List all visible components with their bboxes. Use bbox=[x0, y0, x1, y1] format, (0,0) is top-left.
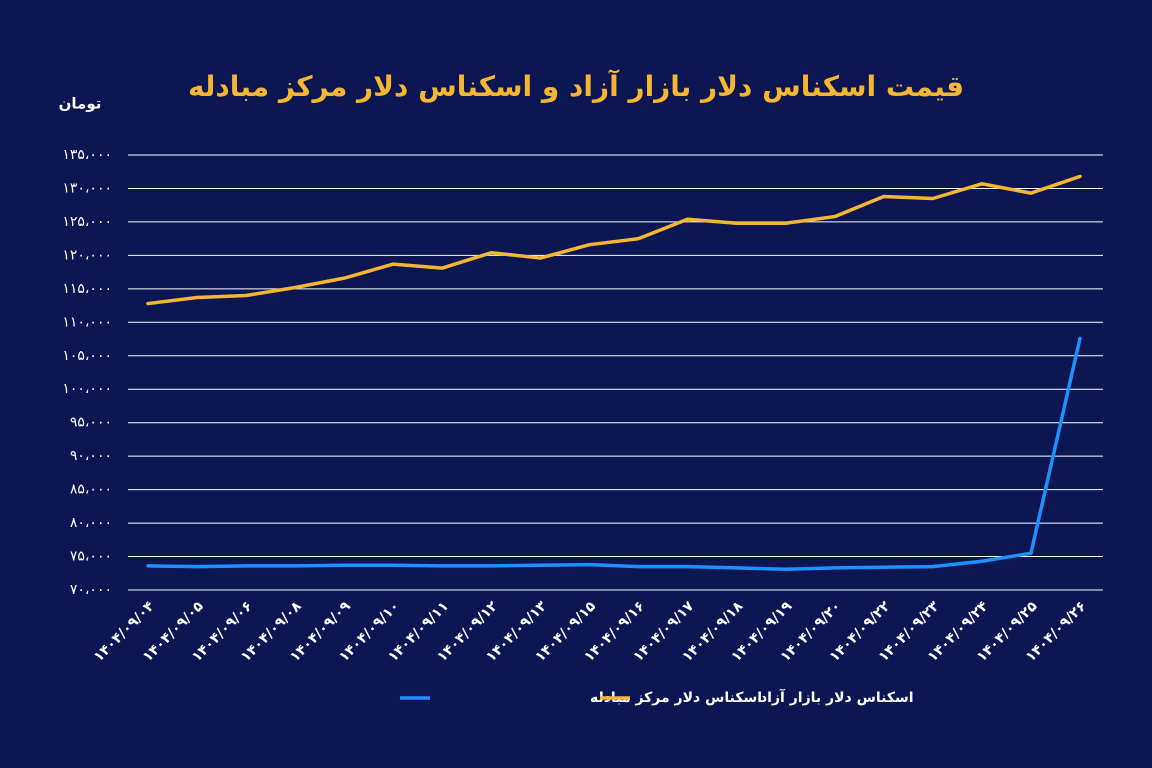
y-tick-label: ۹۰،۰۰۰ bbox=[70, 448, 112, 464]
y-axis-label: تومان bbox=[59, 95, 102, 113]
legend-label: اسکناس دلار مرکز مبادله bbox=[590, 690, 762, 706]
y-tick-label: ۷۰،۰۰۰ bbox=[70, 582, 112, 598]
chart-title: قیمت اسکناس دلار بازار آزاد و اسکناس دلا… bbox=[188, 69, 964, 103]
y-tick-label: ۸۵،۰۰۰ bbox=[70, 482, 112, 498]
y-tick-label: ۱۳۵،۰۰۰ bbox=[62, 147, 112, 163]
y-tick-label: ۹۵،۰۰۰ bbox=[70, 415, 112, 431]
y-tick-label: ۱۳۰،۰۰۰ bbox=[62, 180, 112, 196]
y-tick-label: ۱۱۵،۰۰۰ bbox=[62, 281, 112, 297]
series-line bbox=[146, 174, 1082, 306]
y-tick-label: ۷۵،۰۰۰ bbox=[70, 549, 112, 565]
y-tick-label: ۱۰۰،۰۰۰ bbox=[62, 381, 112, 397]
y-tick-label: ۱۰۵،۰۰۰ bbox=[62, 348, 112, 364]
y-tick-label: ۱۱۰،۰۰۰ bbox=[62, 314, 112, 330]
series-line bbox=[146, 336, 1082, 572]
y-tick-label: ۸۰،۰۰۰ bbox=[70, 515, 112, 531]
y-tick-label: ۱۲۰،۰۰۰ bbox=[62, 247, 112, 263]
y-tick-label: ۱۲۵،۰۰۰ bbox=[62, 214, 112, 230]
legend-label: اسکناس دلار بازار آزاد bbox=[760, 688, 914, 706]
